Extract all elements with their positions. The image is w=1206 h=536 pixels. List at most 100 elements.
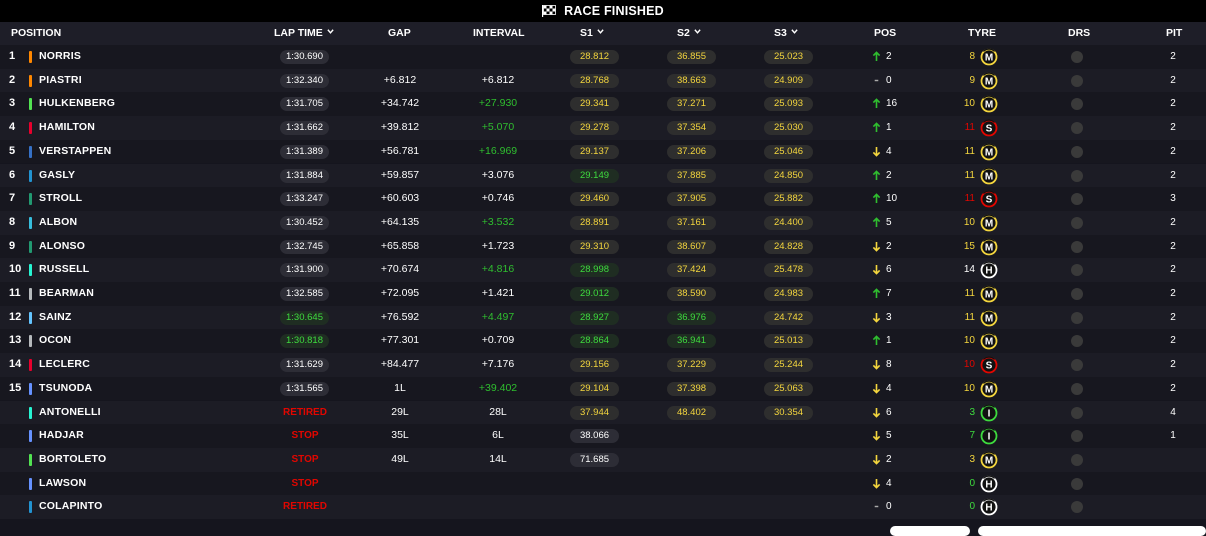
sector-s3-time: 25.023 xyxy=(764,50,813,64)
driver-name: VERSTAPPEN xyxy=(39,144,112,157)
pit-stops: 2 xyxy=(1170,359,1176,371)
pit-stops: 2 xyxy=(1170,382,1176,394)
header-s1[interactable]: S1 xyxy=(580,22,604,45)
tyre-compound-letter: H xyxy=(985,503,992,514)
pit-stops: 3 xyxy=(1170,193,1176,205)
gap-value: +64.135 xyxy=(380,215,420,228)
table-row[interactable]: 3 HULKENBERG 1:31.705 +34.742 +27.930 29.341 3… xyxy=(0,92,1206,117)
pit-stops: 2 xyxy=(1170,264,1176,276)
table-row[interactable]: 5 VERSTAPPEN 1:31.389 +56.781 +16.969 29.137 3… xyxy=(0,139,1206,164)
interval-value: +1.723 xyxy=(481,239,515,252)
header-s2[interactable]: S2 xyxy=(677,22,701,45)
header-lap-time[interactable]: LAP TIME xyxy=(274,22,334,45)
pit-stops: 2 xyxy=(1170,240,1176,252)
gap-value: +76.592 xyxy=(380,310,420,323)
tyre-compound-letter: M xyxy=(985,218,993,229)
sector-s3-time: 24.850 xyxy=(764,168,813,183)
position-change: 1 xyxy=(886,335,892,347)
tyre-laps: 10 xyxy=(963,216,975,228)
position-number: 9 xyxy=(9,239,16,252)
tyre-laps: 8 xyxy=(969,51,975,62)
arrow-up-icon xyxy=(872,51,881,61)
sector-s3-time: 25.244 xyxy=(764,358,813,373)
tyre-laps: 9 xyxy=(969,74,975,86)
table-row[interactable]: 2 PIASTRI 1:32.340 +6.812 +6.812 28.768 38.663… xyxy=(0,68,1206,93)
gap-value: +84.477 xyxy=(380,358,420,371)
header-s3[interactable]: S3 xyxy=(774,22,798,45)
table-row[interactable]: HADJAR STOP 35L 6L 38.066 5 7 I 1 xyxy=(0,424,1206,448)
sector-s2-time: 36.855 xyxy=(667,50,716,64)
sector-s1-time: 71.685 xyxy=(570,452,619,467)
tyre-laps: 0 xyxy=(969,477,975,489)
header-drs: DRS xyxy=(1068,27,1091,39)
tyre-compound-letter: M xyxy=(985,337,993,348)
status-label: RETIRED xyxy=(283,406,327,418)
sector-s2-time: 37.161 xyxy=(667,215,716,230)
arrow-up-icon xyxy=(872,122,881,133)
pit-stops: 2 xyxy=(1170,51,1176,62)
tyre-compound-letter: M xyxy=(985,384,993,395)
sector-s1-time: 29.149 xyxy=(570,168,619,183)
tyre-laps: 10 xyxy=(963,382,975,394)
team-color-bar xyxy=(29,288,32,300)
position-number: 15 xyxy=(9,381,22,394)
team-color-bar xyxy=(29,311,32,324)
arrow-down-icon xyxy=(872,146,881,157)
sector-s2-time: 36.976 xyxy=(667,310,716,325)
tyre-compound-icon: M xyxy=(980,380,998,398)
drs-indicator xyxy=(1071,98,1083,111)
bottom-control[interactable] xyxy=(890,526,970,536)
banner-title: RACE FINISHED xyxy=(564,4,664,18)
table-row[interactable]: 10 RUSSELL 1:31.900 +70.674 +4.816 28.998 37.4… xyxy=(0,258,1206,282)
interval-value: +1.421 xyxy=(481,287,515,299)
sector-s3-time: 30.354 xyxy=(764,405,813,420)
driver-name: TSUNODA xyxy=(39,381,93,394)
gap-value: 49L xyxy=(391,452,409,465)
tyre-laps: 11 xyxy=(964,288,975,299)
position-change: 0 xyxy=(886,74,892,86)
table-row[interactable]: 9 ALONSO 1:32.745 +65.858 +1.723 29.310 38.607… xyxy=(0,234,1206,259)
table-row[interactable]: ANTONELLI RETIRED 29L 28L 37.944 48.402 30.354… xyxy=(0,400,1206,425)
table-row[interactable]: LAWSON STOP 4 0 H xyxy=(0,471,1206,496)
table-row[interactable]: 6 GASLY 1:31.884 +59.857 +3.076 29.149 37.885 2… xyxy=(0,163,1206,188)
bottom-control[interactable] xyxy=(978,526,1206,536)
drs-indicator xyxy=(1071,359,1083,372)
interval-value: 6L xyxy=(492,429,504,442)
sector-s3-time: 24.828 xyxy=(764,239,813,254)
interval-value: +39.402 xyxy=(478,381,518,394)
tyre-compound-icon: I xyxy=(980,404,998,421)
driver-name: HAMILTON xyxy=(39,121,96,134)
drs-indicator xyxy=(1071,74,1083,87)
gap-value: +59.857 xyxy=(380,168,420,181)
table-row[interactable]: 1 NORRIS 1:30.690 28.812 36.855 25.023 2 8 M 2 xyxy=(0,45,1206,69)
sector-s1-time: 28.927 xyxy=(570,310,619,325)
team-color-bar xyxy=(29,477,32,490)
table-row[interactable]: 13 OCON 1:30.818 +77.301 +0.709 28.864 36.941 2… xyxy=(0,329,1206,354)
position-number: 7 xyxy=(9,192,16,205)
table-row[interactable]: 8 ALBON 1:30.452 +64.135 +3.532 28.891 37.161 2… xyxy=(0,210,1206,235)
driver-name: ANTONELLI xyxy=(39,405,101,418)
table-row[interactable]: 11 BEARMAN 1:32.585 +72.095 +1.421 29.012 38.5… xyxy=(0,282,1206,306)
interval-value: 28L xyxy=(489,405,507,418)
table-row[interactable]: 4 HAMILTON 1:31.662 +39.812 +5.070 29.278 37.3… xyxy=(0,116,1206,140)
team-color-bar xyxy=(29,216,32,229)
tyre-compound-icon: S xyxy=(980,356,998,374)
pit-stops: 4 xyxy=(1170,406,1176,418)
sector-s2-time: 37.229 xyxy=(667,358,716,373)
table-row[interactable]: 15 TSUNODA 1:31.565 1L +39.402 29.104 37.398 25… xyxy=(0,376,1206,401)
tyre-compound-letter: M xyxy=(985,290,993,301)
driver-name: COLAPINTO xyxy=(39,500,103,513)
table-row[interactable]: COLAPINTO RETIRED 0 0 H xyxy=(0,495,1206,519)
team-color-bar xyxy=(29,264,32,277)
header-gap: GAP xyxy=(388,27,411,39)
table-row[interactable]: BORTOLETO STOP 49L 14L 71.685 2 3 M xyxy=(0,447,1206,472)
position-number: 11 xyxy=(9,287,21,299)
checkered-flag-icon xyxy=(542,5,556,17)
arrow-down-icon xyxy=(872,407,881,418)
chevron-down-icon xyxy=(597,29,604,34)
table-row[interactable]: 14 LECLERC 1:31.629 +84.477 +7.176 29.156 37.2… xyxy=(0,353,1206,377)
table-row[interactable]: 7 STROLL 1:33.247 +60.603 +0.746 29.460 37.905… xyxy=(0,187,1206,211)
driver-name: HADJAR xyxy=(39,429,84,442)
interval-value: +4.816 xyxy=(481,263,515,276)
table-row[interactable]: 12 SAINZ 1:30.645 +76.592 +4.497 28.927 36.976… xyxy=(0,305,1206,330)
